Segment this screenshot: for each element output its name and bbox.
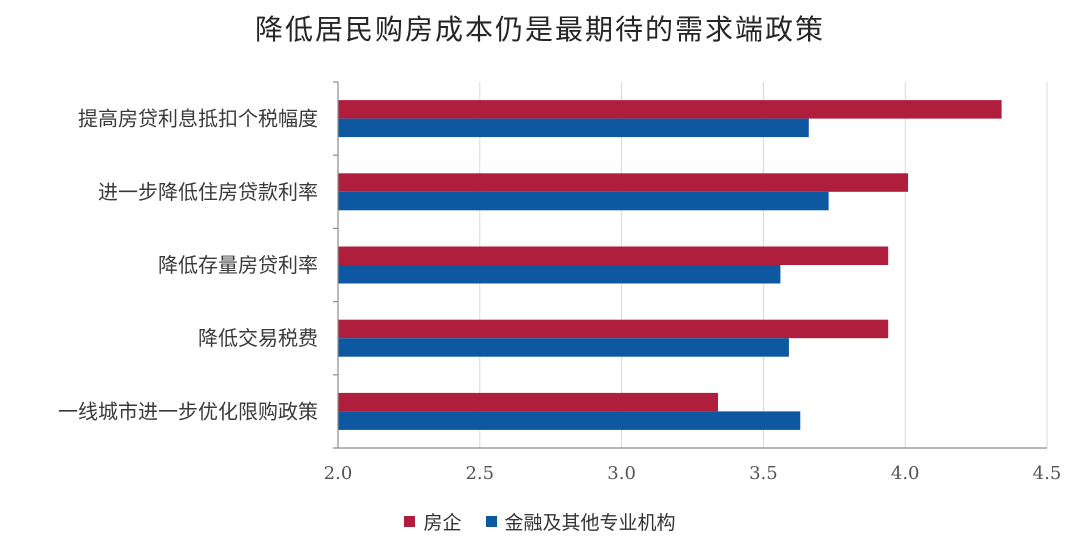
axes xyxy=(333,81,1047,449)
bar-fangqi xyxy=(338,246,889,265)
legend-label-financial: 金融及其他专业机构 xyxy=(504,512,676,534)
bar-financial xyxy=(338,118,809,138)
legend-swatch-fangqi xyxy=(404,516,416,527)
x-tick-label: 3.0 xyxy=(607,463,636,484)
x-tick-label: 2.0 xyxy=(324,463,353,484)
labels: 2.0 2.5 3.0 3.5 4.0 4.5 提高房贷利息抵扣个税幅度进一步降低住房贷款利… xyxy=(58,107,1061,484)
bars xyxy=(338,100,1002,430)
bar-financial xyxy=(338,411,801,430)
category-label: 降低交易税费 xyxy=(198,326,318,350)
bar-financial xyxy=(338,265,781,284)
legend-item-fangqi: 房企 xyxy=(404,508,462,535)
bar-fangqi xyxy=(338,392,719,412)
bar-fangqi xyxy=(338,173,909,192)
bar-financial xyxy=(338,338,789,357)
chart-title: 降低居民购房成本仍是最期待的需求端政策 xyxy=(254,13,825,46)
x-tick-label: 4.5 xyxy=(1033,463,1062,484)
category-label: 提高房贷利息抵扣个税幅度 xyxy=(78,107,318,131)
legend-label-fangqi: 房企 xyxy=(423,512,462,534)
legend: 房企 金融及其他专业机构 xyxy=(0,508,1080,535)
bar-financial xyxy=(338,191,829,211)
bar-fangqi xyxy=(338,100,1002,119)
legend-swatch-financial xyxy=(485,516,497,527)
x-tick-label: 3.5 xyxy=(749,463,778,484)
x-tick-label: 2.5 xyxy=(465,463,494,484)
legend-item-financial: 金融及其他专业机构 xyxy=(485,508,676,535)
category-label: 一线城市进一步优化限购政策 xyxy=(58,399,318,423)
category-label: 降低存量房贷利率 xyxy=(158,253,318,277)
x-tick-label: 4.0 xyxy=(891,463,920,484)
bar-fangqi xyxy=(338,319,889,339)
category-label: 进一步降低住房贷款利率 xyxy=(98,180,318,204)
